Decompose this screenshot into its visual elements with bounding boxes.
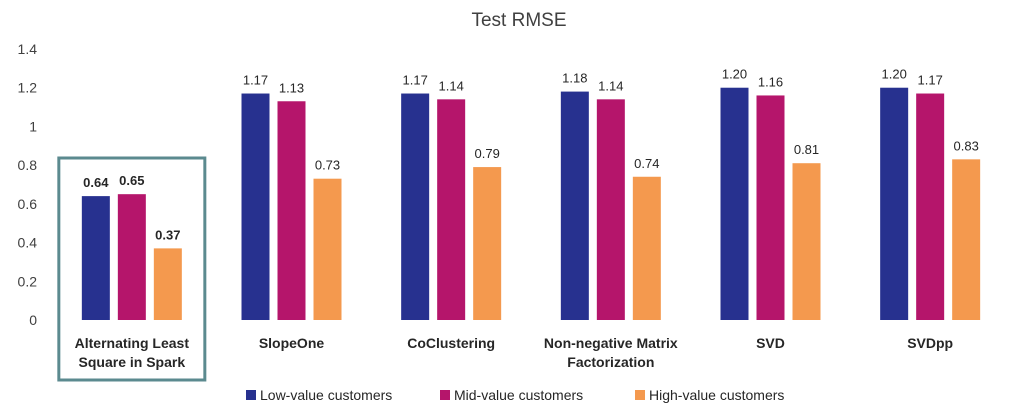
- bar: [596, 99, 625, 320]
- data-label: 0.73: [315, 158, 340, 173]
- category-label: SVD: [756, 335, 785, 351]
- data-label: 1.13: [279, 80, 304, 95]
- bar: [880, 87, 909, 320]
- y-tick-label: 0.8: [18, 157, 38, 173]
- data-label: 0.81: [794, 142, 819, 157]
- data-label: 0.74: [634, 156, 659, 171]
- category-label: Alternating Least: [75, 335, 190, 351]
- bar: [277, 101, 306, 320]
- category-label: Non-negative Matrix: [544, 335, 678, 351]
- data-labels: 0.64 0.65 0.37 1.17 1.13 0.73 1.17 1.14 0.79 1.18…: [83, 67, 979, 243]
- bar: [401, 93, 430, 321]
- category-label: SVDpp: [907, 335, 953, 351]
- bar: [117, 194, 146, 320]
- bar: [153, 248, 182, 320]
- data-label: 1.17: [243, 73, 268, 88]
- category-label: Factorization: [567, 354, 654, 370]
- bar: [916, 93, 945, 321]
- data-label: 1.14: [598, 78, 623, 93]
- data-label: 1.20: [722, 67, 747, 82]
- bar: [560, 91, 589, 320]
- y-tick-label: 0.6: [18, 196, 38, 212]
- category-label: CoClustering: [407, 335, 495, 351]
- data-label: 0.65: [119, 173, 144, 188]
- category-label: Square in Spark: [79, 354, 186, 370]
- y-tick-label: 0.2: [18, 273, 38, 289]
- bar: [473, 167, 502, 320]
- legend: Low-value customers Mid-value customers Hi…: [246, 387, 784, 403]
- data-label: 1.17: [918, 73, 943, 88]
- y-axis: 0 0.2 0.4 0.6 0.8 1 1.2 1.4: [18, 41, 38, 328]
- data-label: 1.17: [403, 73, 428, 88]
- legend-label: High-value customers: [649, 387, 784, 403]
- data-label: 0.83: [954, 138, 979, 153]
- chart-title: Test RMSE: [471, 10, 566, 31]
- y-tick-label: 0.4: [18, 235, 38, 251]
- bar: [437, 99, 466, 320]
- data-label: 1.20: [882, 67, 907, 82]
- legend-label: Mid-value customers: [454, 387, 583, 403]
- legend-swatch: [246, 390, 256, 400]
- bar: [241, 93, 270, 321]
- bars: [81, 87, 981, 321]
- bar: [952, 159, 981, 320]
- bar: [720, 87, 749, 320]
- data-label: 1.18: [562, 71, 587, 86]
- bar: [792, 163, 821, 320]
- legend-swatch: [635, 390, 645, 400]
- data-label: 0.64: [83, 175, 109, 190]
- data-label: 0.37: [155, 227, 180, 242]
- y-tick-label: 1: [29, 118, 37, 134]
- data-label: 1.14: [439, 78, 464, 93]
- bar: [756, 95, 785, 320]
- y-tick-label: 1.2: [18, 80, 38, 96]
- y-tick-label: 1.4: [18, 41, 38, 57]
- legend-label: Low-value customers: [260, 387, 392, 403]
- legend-swatch: [440, 390, 450, 400]
- bar: [81, 196, 110, 320]
- data-label: 1.16: [758, 74, 783, 89]
- data-label: 0.79: [475, 146, 500, 161]
- bar: [632, 176, 661, 320]
- bar: [313, 178, 342, 320]
- highlight-box: [57, 156, 207, 382]
- y-tick-label: 0: [29, 312, 37, 328]
- category-labels: Alternating Least Square in Spark SlopeOne…: [57, 156, 953, 382]
- category-label: SlopeOne: [259, 335, 325, 351]
